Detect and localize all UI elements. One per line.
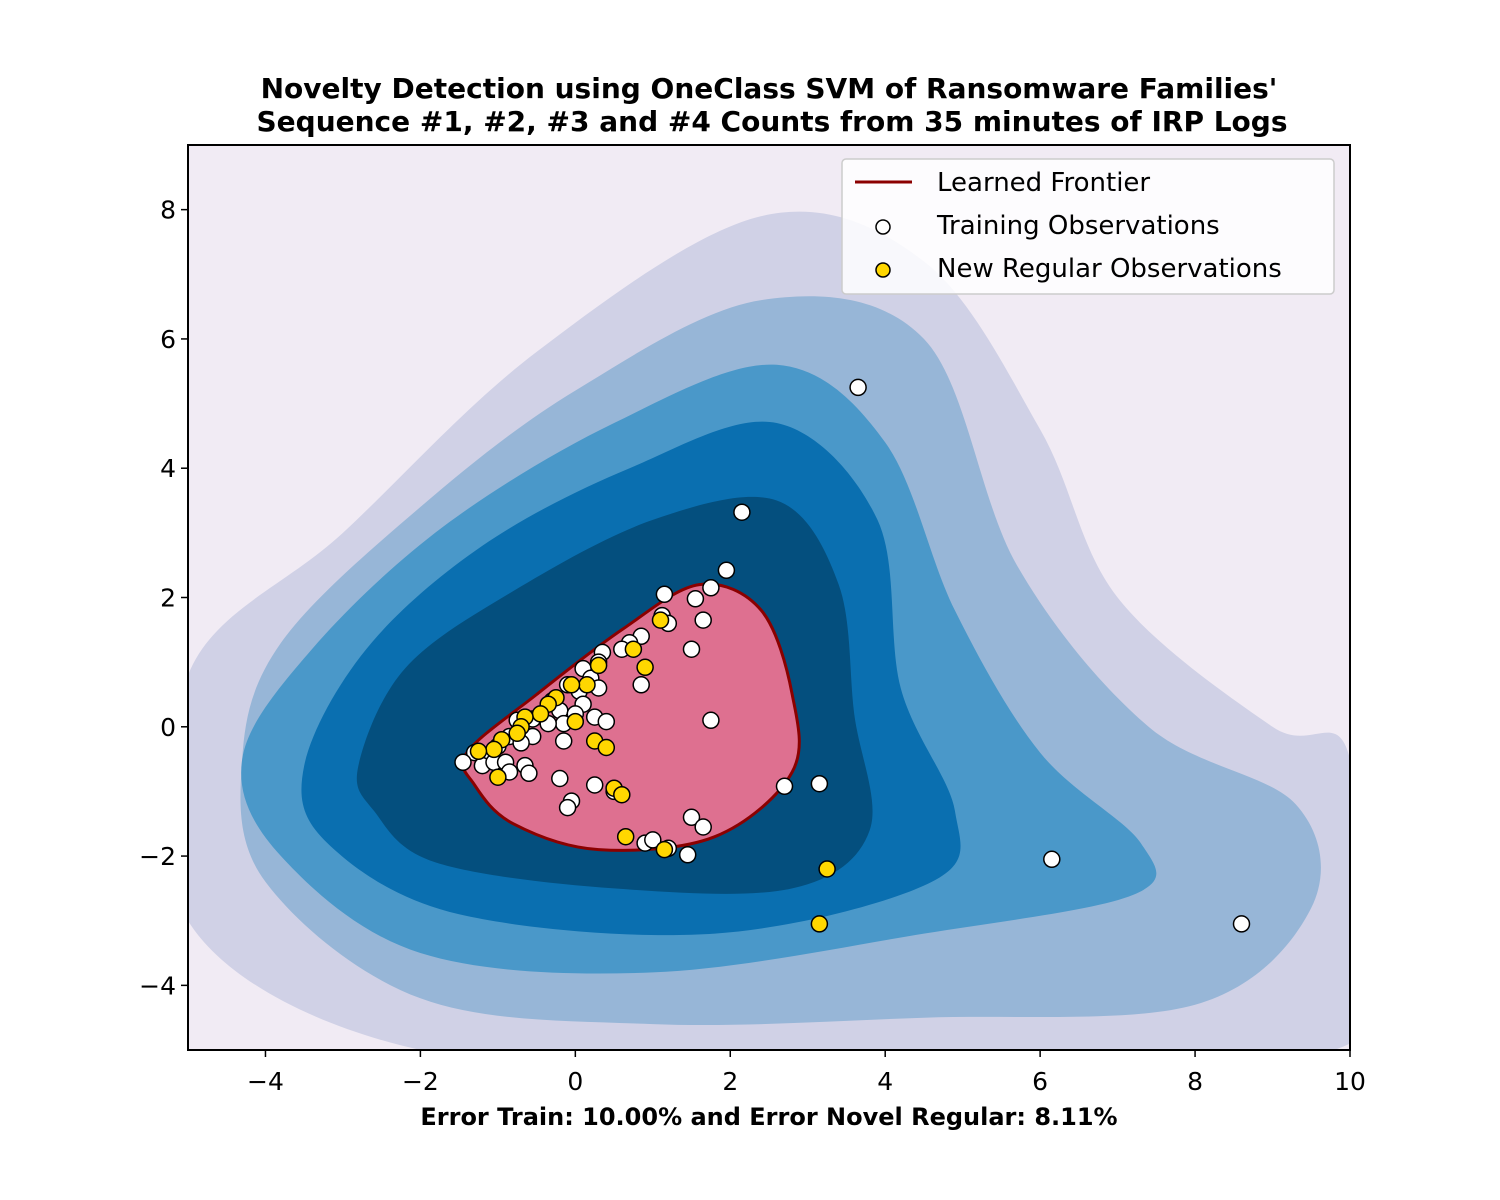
training-point [558,798,577,817]
y-tick-label: 6 [160,325,176,354]
training-point [702,579,720,597]
training-point [644,831,662,849]
novel-point [589,656,608,675]
training-point [717,561,736,580]
y-tick-label: 2 [160,584,176,613]
novel-point [531,705,550,723]
novel-point [562,676,581,694]
x-tick-label: 0 [567,1067,583,1096]
training-point [585,776,604,794]
legend-training-marker [875,219,891,235]
training-point [694,818,712,836]
novel-point [485,740,503,759]
training-point [849,378,867,397]
x-axis: −4 −2 0 2 4 6 8 10 [247,1050,1366,1096]
legend-novel-marker [875,262,891,278]
novel-point [489,768,507,786]
training-point [678,846,697,864]
novel-point [578,676,596,694]
training-point [686,590,705,608]
x-tick-label: 4 [877,1067,893,1096]
x-tick-label: 6 [1032,1067,1048,1096]
training-point [520,764,538,783]
new-regular-observations [469,611,836,933]
x-tick-label: 10 [1334,1067,1366,1096]
training-point [1043,850,1061,869]
novel-point [616,827,635,846]
training-point [1232,915,1251,933]
novel-point [818,860,836,878]
novel-point [469,742,488,761]
x-tick-label: 8 [1187,1067,1203,1096]
training-point [694,611,712,629]
x-tick-label: −4 [247,1067,284,1096]
training-point [632,676,650,694]
training-point [554,732,573,750]
y-tick-label: 4 [160,454,176,483]
x-axis-label: Error Train: 10.00% and Error Novel Regu… [420,1103,1117,1131]
novel-point [810,915,829,933]
training-point [775,777,794,796]
training-point [597,712,616,731]
training-point [551,769,569,788]
training-point [810,774,829,793]
frontier-region [462,584,800,851]
legend-label-training: Training Observations [936,211,1220,241]
novel-point [636,658,654,677]
novel-point [613,785,631,804]
training-point [733,503,751,521]
y-tick-label: −2 [139,842,176,871]
novel-point [655,840,674,859]
chart-title-line-2: Sequence #1, #2, #3 and #4 Counts from 3… [257,105,1288,138]
legend-box [841,158,1335,295]
novel-point [624,640,643,658]
chart-title-line-1: Novelty Detection using OneClass SVM of … [261,72,1278,105]
novel-point [508,724,526,743]
plot-area [188,145,1350,1050]
y-axis: −4 −2 0 2 4 6 8 [139,196,188,1000]
y-tick-label: 0 [160,713,176,742]
legend-label-novel: New Regular Observations [937,254,1282,284]
novel-point [566,712,585,731]
training-point [682,640,701,658]
y-tick-label: 8 [160,196,176,225]
legend: Learned Frontier Training Observations N… [841,158,1335,295]
x-tick-label: −2 [402,1067,439,1096]
novel-point [651,611,670,629]
training-point [454,753,472,772]
training-point [682,808,701,827]
training-point [655,585,674,604]
novel-point [597,738,616,757]
learned-frontier-line [461,582,801,852]
legend-label-frontier: Learned Frontier [937,168,1150,198]
x-tick-label: 2 [722,1067,738,1096]
y-tick-label: −4 [139,971,176,1000]
training-point [702,711,720,730]
